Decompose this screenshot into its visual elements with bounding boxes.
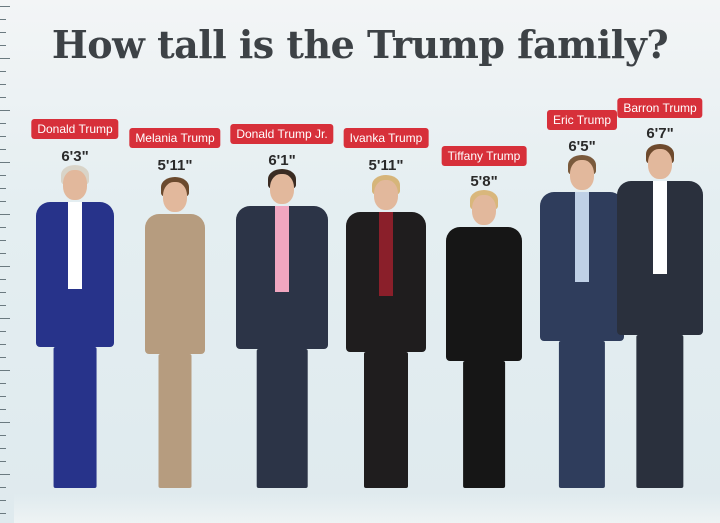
height-value: 5'8"	[470, 173, 498, 190]
shirt	[477, 227, 491, 308]
shirt	[379, 212, 393, 297]
person-figure	[145, 177, 205, 490]
ruler-tick	[0, 32, 6, 33]
head	[374, 180, 398, 210]
person-figure	[540, 155, 624, 490]
name-label: Donald Trump Jr.	[230, 124, 334, 144]
ruler-tick	[0, 292, 6, 293]
head	[570, 160, 594, 190]
height-value: 6'3"	[61, 148, 89, 165]
head	[163, 182, 187, 212]
ruler-tick	[0, 175, 6, 176]
ruler-tick	[0, 123, 6, 124]
height-value: 6'7"	[646, 125, 674, 142]
name-label: Melania Trump	[129, 128, 221, 148]
ruler-tick	[0, 448, 6, 449]
height-value: 6'5"	[568, 138, 596, 155]
ruler-tick	[0, 396, 6, 397]
height-ruler	[0, 0, 12, 523]
ruler-tick	[0, 149, 6, 150]
person-figure	[236, 169, 328, 490]
height-value: 5'11"	[157, 157, 193, 174]
height-value: 6'1"	[268, 152, 296, 169]
ruler-tick	[0, 162, 10, 163]
ruler-tick	[0, 435, 6, 436]
name-label: Eric Trump	[546, 110, 618, 130]
ruler-tick	[0, 344, 6, 345]
legs	[256, 349, 308, 488]
ruler-tick	[0, 331, 6, 332]
shirt	[168, 214, 182, 298]
ruler-tick	[0, 279, 6, 280]
name-label: Barron Trump	[617, 98, 703, 118]
shirt	[653, 181, 667, 274]
head	[648, 149, 672, 179]
legs	[53, 346, 97, 488]
head	[270, 174, 294, 204]
ruler-tick	[0, 409, 6, 410]
name-label: Donald Trump	[31, 119, 119, 139]
ruler-tick	[0, 370, 10, 371]
ruler-tick	[0, 422, 10, 423]
ruler-tick	[0, 6, 10, 7]
ruler-tick	[0, 240, 6, 241]
ruler-tick	[0, 461, 6, 462]
ruler-tick	[0, 201, 6, 202]
ruler-tick	[0, 19, 6, 20]
ruler-tick	[0, 253, 6, 254]
ruler-tick	[0, 84, 6, 85]
ruler-tick	[0, 136, 6, 137]
person-figure	[446, 190, 522, 490]
ruler-tick	[0, 487, 6, 488]
ruler-tick	[0, 474, 10, 475]
name-label: Ivanka Trump	[343, 128, 429, 148]
ruler-tick	[0, 71, 6, 72]
page-title: How tall is the Trump family?	[51, 22, 669, 67]
head	[63, 170, 87, 200]
shirt	[575, 192, 589, 282]
shirt	[68, 202, 82, 289]
ruler-tick	[0, 383, 6, 384]
ruler-tick	[0, 357, 6, 358]
person-figure	[617, 144, 703, 490]
person-figure	[346, 175, 426, 490]
ruler-tick	[0, 214, 10, 215]
ruler-tick	[0, 58, 10, 59]
name-label: Tiffany Trump	[441, 146, 527, 166]
person-figure	[36, 165, 114, 490]
legs	[364, 352, 408, 488]
height-value: 5'11"	[368, 157, 404, 174]
ruler-tick	[0, 97, 6, 98]
ruler-tick	[0, 227, 6, 228]
shirt	[275, 206, 289, 292]
legs	[636, 335, 684, 488]
ruler-tick	[0, 305, 6, 306]
floor	[14, 493, 720, 523]
ruler-tick	[0, 500, 6, 501]
legs	[558, 341, 606, 488]
ruler-tick	[0, 110, 10, 111]
ruler-tick	[0, 188, 6, 189]
legs	[158, 353, 192, 488]
ruler-tick	[0, 266, 10, 267]
head	[472, 195, 496, 225]
ruler-tick	[0, 513, 6, 514]
ruler-tick	[0, 318, 10, 319]
ruler-tick	[0, 45, 6, 46]
legs	[463, 360, 505, 488]
